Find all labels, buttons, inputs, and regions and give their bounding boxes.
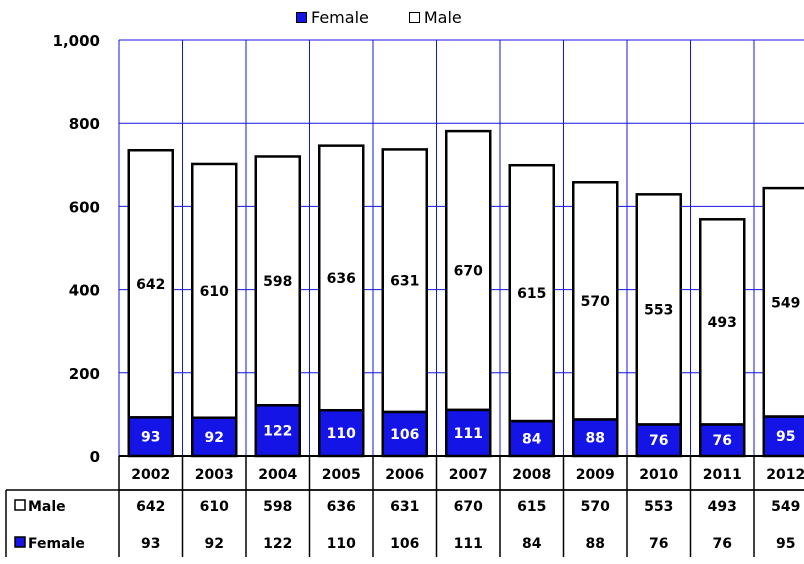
data-label-female: 84 (522, 432, 542, 448)
x-tick-label: 2003 (195, 467, 234, 483)
table-value-female: 93 (141, 536, 160, 552)
table-value-female: 122 (263, 536, 292, 552)
bar-male (699, 218, 746, 426)
table-value-male: 636 (327, 499, 356, 515)
bar-male (508, 163, 555, 423)
legend-label-female: Female (311, 7, 369, 27)
bar-male (254, 155, 301, 407)
x-tick-label: 2008 (512, 467, 551, 483)
data-label-male: 610 (200, 284, 229, 300)
y-tick-label: 200 (69, 365, 100, 383)
table-value-male: 631 (390, 499, 419, 515)
data-label-male: 553 (644, 302, 673, 318)
x-tick-label: 2012 (766, 467, 804, 483)
legend-label-male: Male (423, 7, 462, 27)
y-tick-label: 800 (69, 115, 100, 133)
data-label-female: 111 (454, 426, 483, 442)
legend-item-female[interactable]: Female (296, 8, 369, 27)
x-tick-label: 2005 (322, 467, 361, 483)
data-label-male: 598 (263, 274, 292, 290)
x-tick-label: 2004 (258, 467, 297, 483)
data-label-female: 76 (713, 433, 732, 449)
table-value-female: 106 (390, 536, 419, 552)
data-label-male: 615 (517, 286, 546, 302)
legend: Female Male (296, 6, 502, 28)
bar-male (381, 148, 428, 414)
table-value-female: 111 (454, 536, 483, 552)
bar-male (762, 186, 804, 418)
table-value-male: 615 (517, 499, 546, 515)
table-swatch-female (14, 536, 26, 548)
bar-male (572, 181, 619, 421)
legend-swatch-male (408, 11, 420, 23)
bar-female (254, 403, 301, 458)
table-swatch-male (14, 499, 26, 511)
data-label-female: 106 (390, 427, 419, 443)
table-value-male: 553 (644, 499, 673, 515)
table-value-male: 493 (708, 499, 737, 515)
table-row-label-male: Male (28, 499, 66, 515)
data-label-male: 636 (327, 271, 356, 287)
x-tick-label: 2002 (131, 467, 170, 483)
data-label-male: 670 (454, 263, 483, 279)
table-value-female: 92 (205, 536, 224, 552)
bar-female (191, 416, 238, 458)
bar-male (635, 193, 682, 426)
data-label-male: 631 (390, 274, 419, 290)
legend-swatch-female (296, 11, 307, 23)
bar-male (191, 162, 238, 419)
data-label-male: 570 (581, 294, 610, 310)
bar-female (127, 416, 174, 458)
table-value-male: 670 (454, 499, 483, 515)
y-tick-label: 400 (69, 282, 100, 300)
table-value-female: 110 (327, 536, 356, 552)
legend-item-male[interactable]: Male (408, 7, 462, 27)
data-label-female: 92 (205, 430, 224, 446)
table-value-male: 570 (581, 499, 610, 515)
data-label-male: 642 (136, 277, 165, 293)
y-tick-label: 600 (69, 198, 100, 216)
table-value-male: 610 (200, 499, 229, 515)
x-tick-label: 2011 (703, 467, 742, 483)
table-value-female: 84 (522, 536, 542, 552)
y-tick-label: 1,000 (53, 32, 100, 50)
data-label-male: 493 (708, 315, 737, 331)
data-label-male: 549 (771, 295, 800, 311)
x-tick-label: 2009 (576, 467, 615, 483)
data-label-female: 88 (586, 431, 605, 447)
table-value-male: 642 (136, 499, 165, 515)
table-value-female: 95 (776, 536, 795, 552)
table-value-male: 549 (771, 499, 800, 515)
x-tick-label: 2006 (385, 467, 424, 483)
bar-male (318, 144, 365, 412)
data-label-female: 76 (649, 433, 668, 449)
x-tick-label: 2007 (449, 467, 488, 483)
data-label-female: 93 (141, 430, 160, 446)
bar-female (318, 408, 365, 458)
table-row-label-female: Female (28, 536, 85, 552)
data-label-female: 95 (776, 429, 795, 445)
y-tick-label: 0 (90, 448, 100, 466)
data-label-female: 110 (327, 426, 356, 442)
bar-male (445, 129, 492, 412)
table-value-female: 88 (586, 536, 605, 552)
data-label-female: 122 (263, 424, 292, 440)
bar-male (127, 148, 174, 419)
bar-female (508, 419, 555, 458)
table-value-female: 76 (649, 536, 668, 552)
table-value-male: 598 (263, 499, 292, 515)
x-tick-label: 2010 (639, 467, 678, 483)
table-value-female: 76 (713, 536, 732, 552)
